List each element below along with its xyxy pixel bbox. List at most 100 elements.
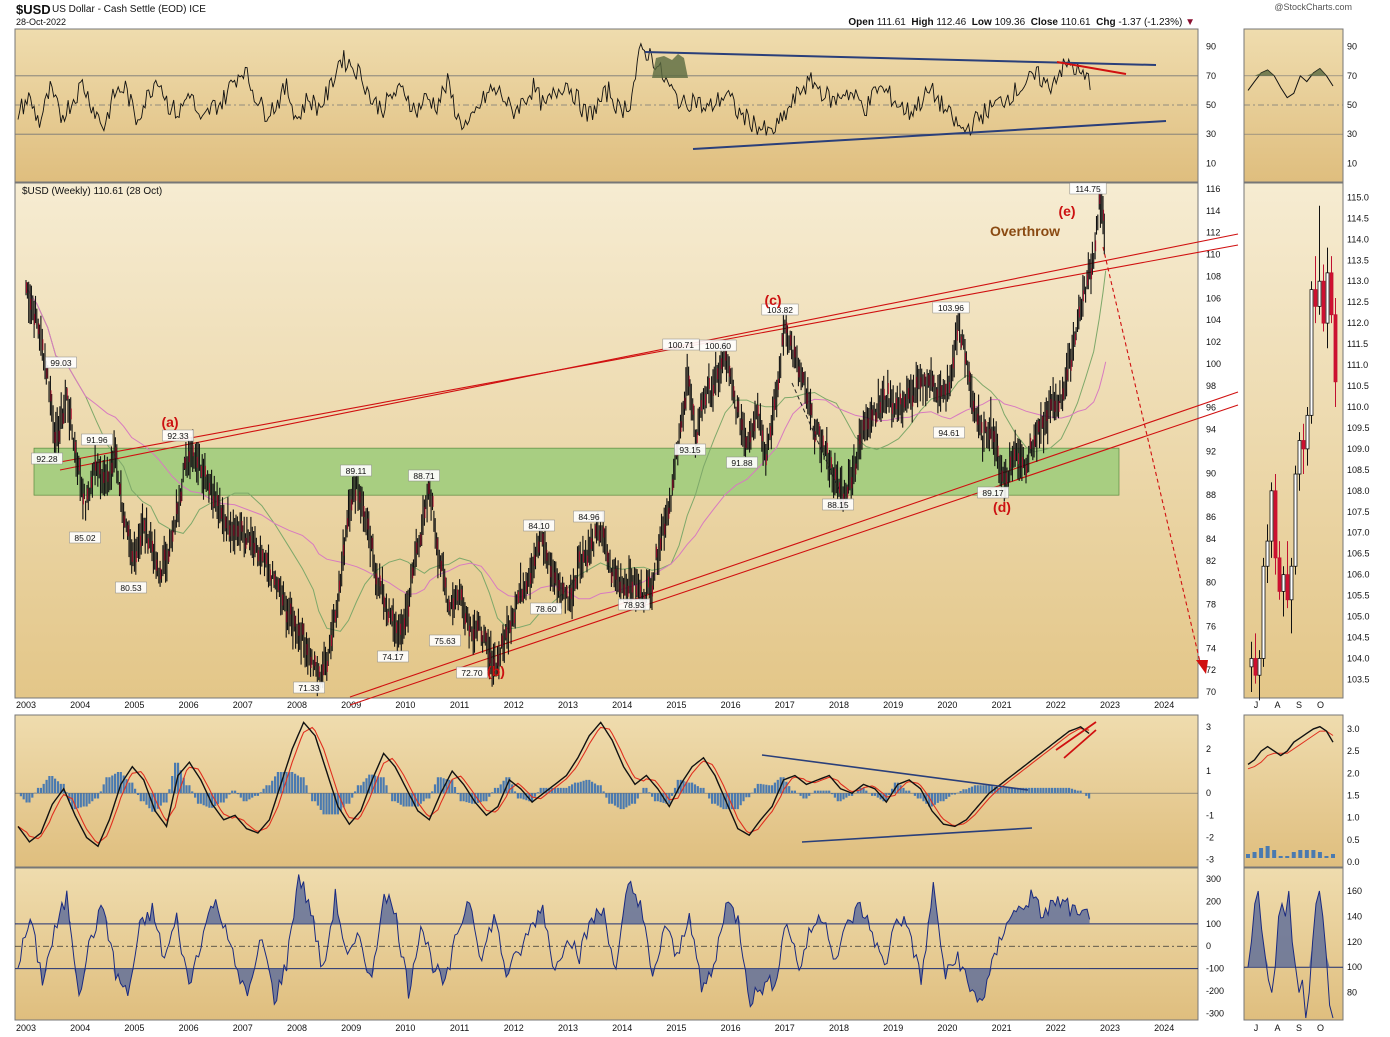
price-x-tick: 2008	[287, 700, 307, 710]
side-price-y-tick: 109.5	[1347, 423, 1370, 433]
rsi-lower-trendline	[692, 120, 1167, 150]
side-candle	[1285, 574, 1290, 601]
high-value: 112.46	[936, 17, 967, 28]
price-label: 114.75	[1075, 184, 1101, 194]
side-rsi-y-tick: 70	[1347, 71, 1357, 81]
price-label-box	[162, 429, 194, 442]
price-label: 88.15	[827, 500, 849, 510]
price-x-tick: 2019	[883, 700, 903, 710]
price-label-box	[456, 666, 488, 679]
bottom-x-tick: 2016	[721, 1023, 741, 1033]
side-rsi-y-tick: 90	[1347, 42, 1357, 52]
macd-line	[17, 721, 1090, 848]
price-y-tick: 74	[1206, 643, 1216, 653]
price-label: 103.82	[767, 305, 793, 315]
side-macd-signal	[1247, 730, 1334, 770]
side-month-tick-bottom: O	[1317, 1023, 1324, 1033]
rsi-y-tick: 50	[1206, 100, 1216, 110]
side-month-tick: O	[1317, 700, 1324, 710]
bottom-x-tick: 2006	[179, 1023, 199, 1033]
side-candle	[1269, 490, 1274, 542]
side-macd-hist-bar	[1272, 850, 1277, 858]
cci-line	[17, 874, 1091, 1008]
price-label: 89.11	[346, 466, 367, 476]
projection-line	[1102, 246, 1201, 663]
side-macd-hist-bar	[1278, 856, 1283, 858]
side-candle	[1273, 490, 1278, 559]
price-x-tick: 2014	[612, 700, 632, 710]
down-triangle-icon: ▼	[1185, 17, 1195, 28]
wave-label: (b)	[487, 663, 505, 679]
macd-upper-trendline	[761, 754, 1029, 791]
price-y-tick: 92	[1206, 446, 1216, 456]
bottom-x-tick: 2020	[937, 1023, 957, 1033]
bottom-x-tick: 2003	[16, 1023, 36, 1033]
price-label-box	[761, 303, 799, 316]
side-macd-hist-bar	[1291, 852, 1296, 858]
instrument-title: US Dollar - Cash Settle (EOD)	[52, 4, 187, 15]
bottom-x-tick: 2017	[775, 1023, 795, 1033]
side-candle	[1301, 440, 1306, 450]
price-x-tick: 2020	[937, 700, 957, 710]
side-price-y-tick: 112.5	[1347, 297, 1369, 307]
side-candle	[1281, 574, 1286, 592]
price-label-box	[573, 510, 605, 523]
sma-long-line	[25, 287, 1107, 600]
side-macd-hist-bar	[1259, 848, 1264, 858]
side-candle	[1289, 565, 1294, 601]
price-y-tick: 82	[1206, 556, 1216, 566]
price-x-tick: 2022	[1046, 700, 1066, 710]
side-price-y-tick: 106.5	[1347, 549, 1370, 559]
price-x-tick: 2003	[16, 700, 36, 710]
price-label-box	[377, 650, 409, 663]
side-price-y-tick: 110.0	[1347, 402, 1369, 412]
price-label: 91.88	[731, 458, 753, 468]
price-y-tick: 80	[1206, 578, 1216, 588]
price-label-box	[31, 452, 63, 465]
price-label-box	[726, 456, 758, 469]
overthrow-label: Overthrow	[990, 223, 1060, 239]
side-price-y-tick: 115.0	[1347, 192, 1369, 202]
price-y-tick: 116	[1206, 184, 1220, 194]
rsi-panel	[14, 28, 1199, 183]
exchange: ICE	[189, 4, 206, 15]
price-label-box	[699, 339, 737, 352]
cci-y-tick: -300	[1206, 1009, 1224, 1019]
price-label: 100.71	[668, 340, 694, 350]
side-macd-panel	[1243, 714, 1344, 868]
price-label-box	[45, 356, 77, 369]
high-label: High	[911, 17, 934, 28]
side-candle	[1321, 280, 1326, 324]
side-candle	[1313, 289, 1318, 307]
bottom-x-tick: 2022	[1046, 1023, 1066, 1033]
price-label: 85.02	[74, 533, 96, 543]
low-label: Low	[971, 17, 992, 28]
channel-line	[59, 244, 1239, 463]
side-candle	[1265, 540, 1270, 567]
projection-arrowhead	[1196, 660, 1208, 674]
price-x-tick: 2010	[395, 700, 415, 710]
bottom-x-tick: 2011	[450, 1023, 469, 1033]
price-label-box	[408, 469, 440, 482]
bottom-x-tick: 2021	[992, 1023, 1012, 1033]
side-month-tick: A	[1274, 700, 1280, 710]
side-cci-y-tick: 100	[1347, 962, 1362, 972]
chart-header: $USD US Dollar - Cash Settle (EOD) ICE 2…	[0, 0, 1390, 30]
price-label: 92.33	[167, 431, 189, 441]
price-label-box	[293, 681, 325, 694]
side-macd-hist-bar	[1304, 850, 1309, 858]
price-x-tick: 2023	[1100, 700, 1120, 710]
side-price-y-tick: 109.0	[1347, 444, 1370, 454]
price-y-tick: 98	[1206, 381, 1216, 391]
side-candle	[1257, 658, 1262, 676]
side-macd-hist-bar	[1298, 850, 1303, 858]
price-label: 103.96	[938, 303, 964, 313]
side-price-y-tick: 107.0	[1347, 528, 1370, 538]
price-y-tick: 110	[1206, 250, 1220, 260]
price-label: 91.96	[86, 435, 108, 445]
side-candle	[1293, 473, 1298, 567]
price-label: 80.53	[120, 583, 142, 593]
instrument-name: US Dollar - Cash Settle (EOD) ICE	[52, 4, 206, 15]
price-label-box	[662, 338, 700, 351]
price-label: 93.15	[679, 445, 701, 455]
